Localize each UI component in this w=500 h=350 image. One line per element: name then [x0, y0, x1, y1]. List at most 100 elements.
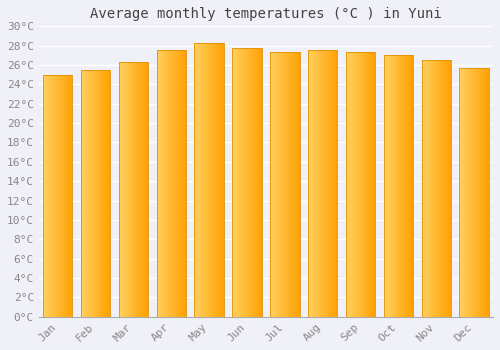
Bar — [288, 52, 289, 317]
Bar — [249, 48, 250, 317]
Bar — [46, 75, 47, 317]
Bar — [350, 52, 352, 317]
Bar — [242, 48, 243, 317]
Bar — [260, 48, 261, 317]
Bar — [332, 50, 334, 317]
Bar — [217, 43, 218, 317]
Bar — [168, 50, 170, 317]
Bar — [444, 60, 445, 317]
Bar — [330, 50, 332, 317]
Bar — [384, 55, 413, 317]
Bar — [250, 48, 251, 317]
Bar — [394, 55, 396, 317]
Bar — [175, 50, 176, 317]
Bar — [50, 75, 51, 317]
Bar — [368, 52, 370, 317]
Bar — [60, 75, 62, 317]
Bar — [409, 55, 410, 317]
Bar — [422, 60, 451, 317]
Bar — [158, 50, 160, 317]
Bar — [370, 52, 372, 317]
Bar — [170, 50, 172, 317]
Bar — [254, 48, 255, 317]
Bar — [83, 70, 84, 317]
Bar — [424, 60, 426, 317]
Bar — [432, 60, 434, 317]
Bar — [328, 50, 330, 317]
Bar — [183, 50, 184, 317]
Bar — [122, 62, 124, 317]
Bar — [296, 52, 298, 317]
Bar — [223, 43, 224, 317]
Bar — [244, 48, 245, 317]
Bar — [43, 75, 44, 317]
Bar — [234, 48, 235, 317]
Bar — [144, 62, 146, 317]
Bar — [204, 43, 205, 317]
Bar — [241, 48, 242, 317]
Bar — [166, 50, 168, 317]
Bar — [209, 43, 210, 317]
Bar — [147, 62, 148, 317]
Bar — [232, 48, 262, 317]
Bar — [374, 52, 376, 317]
Bar — [253, 48, 254, 317]
Bar — [445, 60, 446, 317]
Bar — [466, 68, 467, 317]
Bar — [270, 52, 300, 317]
Bar — [448, 60, 449, 317]
Title: Average monthly temperatures (°C ) in Yuni: Average monthly temperatures (°C ) in Yu… — [90, 7, 442, 21]
Bar — [176, 50, 177, 317]
Bar — [142, 62, 144, 317]
Bar — [62, 75, 64, 317]
Bar — [469, 68, 470, 317]
Bar — [179, 50, 180, 317]
Bar — [312, 50, 313, 317]
Bar — [56, 75, 58, 317]
Bar — [360, 52, 362, 317]
Bar — [47, 75, 48, 317]
Bar — [108, 70, 110, 317]
Bar — [51, 75, 52, 317]
Bar — [261, 48, 262, 317]
Bar — [290, 52, 291, 317]
Bar — [472, 68, 473, 317]
Bar — [294, 52, 296, 317]
Bar — [222, 43, 223, 317]
Bar — [313, 50, 314, 317]
Bar — [479, 68, 480, 317]
Bar — [84, 70, 85, 317]
Bar — [440, 60, 441, 317]
Bar — [308, 50, 309, 317]
Bar — [205, 43, 206, 317]
Bar — [181, 50, 182, 317]
Bar — [274, 52, 275, 317]
Bar — [464, 68, 466, 317]
Bar — [279, 52, 280, 317]
Bar — [372, 52, 374, 317]
Bar — [474, 68, 475, 317]
Bar — [85, 70, 86, 317]
Bar — [237, 48, 238, 317]
Bar — [182, 50, 183, 317]
Bar — [247, 48, 248, 317]
Bar — [172, 50, 174, 317]
Bar — [257, 48, 258, 317]
Bar — [354, 52, 356, 317]
Bar — [216, 43, 217, 317]
Bar — [326, 50, 328, 317]
Bar — [220, 43, 221, 317]
Bar — [140, 62, 141, 317]
Bar — [443, 60, 444, 317]
Bar — [450, 60, 451, 317]
Bar — [54, 75, 55, 317]
Bar — [470, 68, 471, 317]
Bar — [271, 52, 272, 317]
Bar — [270, 52, 271, 317]
Bar — [273, 52, 274, 317]
Bar — [287, 52, 288, 317]
Bar — [277, 52, 278, 317]
Bar — [324, 50, 326, 317]
Bar — [478, 68, 479, 317]
Bar — [184, 50, 185, 317]
